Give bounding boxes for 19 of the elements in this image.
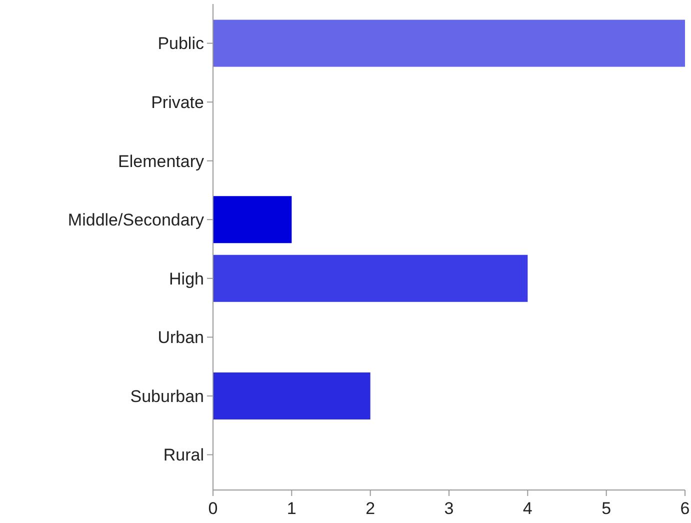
y-tick-label: Elementary — [118, 152, 204, 171]
x-tick-label: 6 — [680, 499, 690, 518]
x-tick-label: 0 — [208, 499, 218, 518]
bar — [213, 372, 370, 420]
x-tick-label: 2 — [366, 499, 376, 518]
y-tick-label: Public — [158, 34, 204, 54]
bar — [213, 20, 685, 67]
y-tick-label: Urban — [158, 328, 204, 348]
bar — [213, 196, 292, 244]
y-tick-label: Middle/Secondary — [68, 210, 204, 230]
x-tick-label: 4 — [522, 499, 532, 518]
x-tick-label: 3 — [444, 499, 454, 518]
x-tick-label: 5 — [602, 499, 612, 518]
bar — [213, 254, 528, 302]
y-tick-label: Private — [151, 93, 204, 112]
y-tick-label: Suburban — [130, 386, 204, 406]
x-tick-label: 1 — [286, 499, 296, 518]
y-tick-label: High — [169, 269, 204, 288]
y-tick-label: Rural — [163, 446, 204, 465]
